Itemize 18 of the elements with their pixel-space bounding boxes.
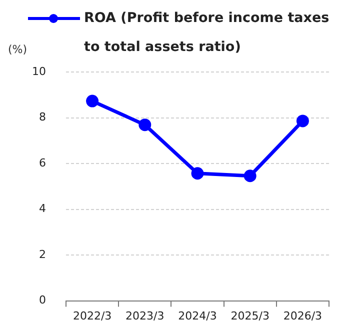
x-tick-label: 2025/3	[230, 309, 270, 322]
point	[191, 167, 204, 180]
point	[244, 170, 256, 182]
legend-label: ROA (Profit before income taxes to total assets ratio)	[84, 9, 330, 57]
y-tick-label: 6	[38, 156, 46, 170]
x-tick-label: 2022/3	[72, 309, 112, 322]
x-tick-label: 2026/3	[283, 309, 322, 322]
y-tick-label: 0	[38, 294, 46, 307]
point	[138, 118, 152, 132]
y-tick-label: 4	[38, 202, 46, 216]
y-tick-label: 2	[38, 248, 46, 261]
point	[86, 94, 99, 108]
y-axis-title: (%)	[8, 42, 28, 56]
y-tick-label: 10	[32, 64, 46, 78]
x-tick-label: 2023/3	[126, 309, 164, 322]
y-tick-label: 8	[38, 110, 46, 124]
x-tick-label: 2024/3	[178, 309, 217, 322]
point	[296, 114, 309, 128]
